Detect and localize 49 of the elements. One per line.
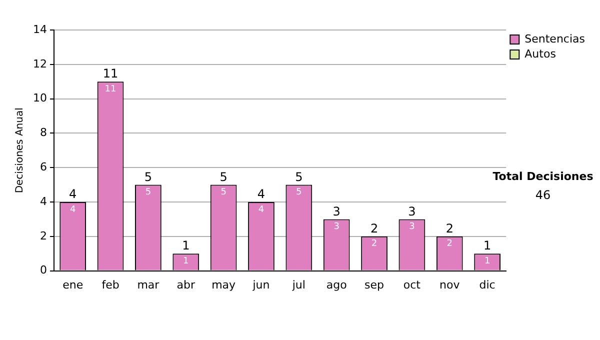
total-label: 3: [408, 204, 416, 218]
y-tick-label: 10: [32, 92, 47, 105]
x-tick-label: ene: [62, 278, 84, 292]
x-tick-label: jun: [252, 278, 270, 292]
x-tick-label: abr: [176, 278, 196, 292]
y-tick-label: 0: [40, 264, 47, 277]
x-tick-label: may: [212, 278, 236, 292]
x-tick-label: ago: [326, 278, 348, 292]
total-label: 11: [102, 66, 118, 81]
total-label: 5: [220, 170, 228, 184]
legend-label: Sentencias: [524, 32, 586, 46]
annotation: Total Decisiones: [492, 170, 594, 183]
y-tick-label: 14: [32, 22, 47, 36]
x-tick-label: dic: [479, 278, 496, 292]
y-tick-label: 12: [32, 57, 47, 70]
total-label: 4: [69, 187, 77, 202]
total-label: 3: [332, 204, 340, 218]
total-label: 5: [144, 170, 152, 184]
x-tick-label: sep: [364, 278, 384, 292]
x-tick-label: mar: [137, 278, 160, 292]
y-tick-label: 4: [40, 194, 47, 208]
data-label: 1: [183, 256, 189, 266]
total-label: 5: [295, 170, 303, 184]
legend-label: Autos: [524, 47, 556, 60]
y-tick-label: 2: [40, 229, 47, 242]
data-label: 2: [446, 239, 452, 250]
data-label: 5: [220, 188, 226, 198]
data-label: 5: [145, 188, 152, 198]
y-tick-label: 6: [40, 160, 47, 174]
data-label: 3: [334, 222, 340, 232]
x-tick-label: feb: [102, 278, 120, 292]
total-label: 1: [182, 238, 190, 253]
data-label: 1: [484, 256, 490, 266]
data-label: 4: [258, 204, 264, 215]
total-label: 2: [446, 222, 454, 236]
data-label: 4: [70, 204, 76, 215]
text: 46: [535, 188, 551, 202]
data-label: 3: [409, 222, 415, 232]
x-tick-label: oct: [403, 278, 422, 292]
x-tick-label: nov: [440, 278, 460, 292]
data-label: 2: [371, 239, 378, 250]
total-label: 2: [370, 222, 378, 236]
total-label: 1: [483, 238, 492, 253]
y-tick-label: 8: [40, 126, 47, 140]
x-tick-label: jul: [291, 278, 306, 292]
data-label: 11: [104, 84, 116, 94]
data-label: 5: [296, 188, 302, 198]
y-axis-title: Decisiones Anual: [14, 108, 26, 194]
total-label: 4: [257, 187, 266, 202]
